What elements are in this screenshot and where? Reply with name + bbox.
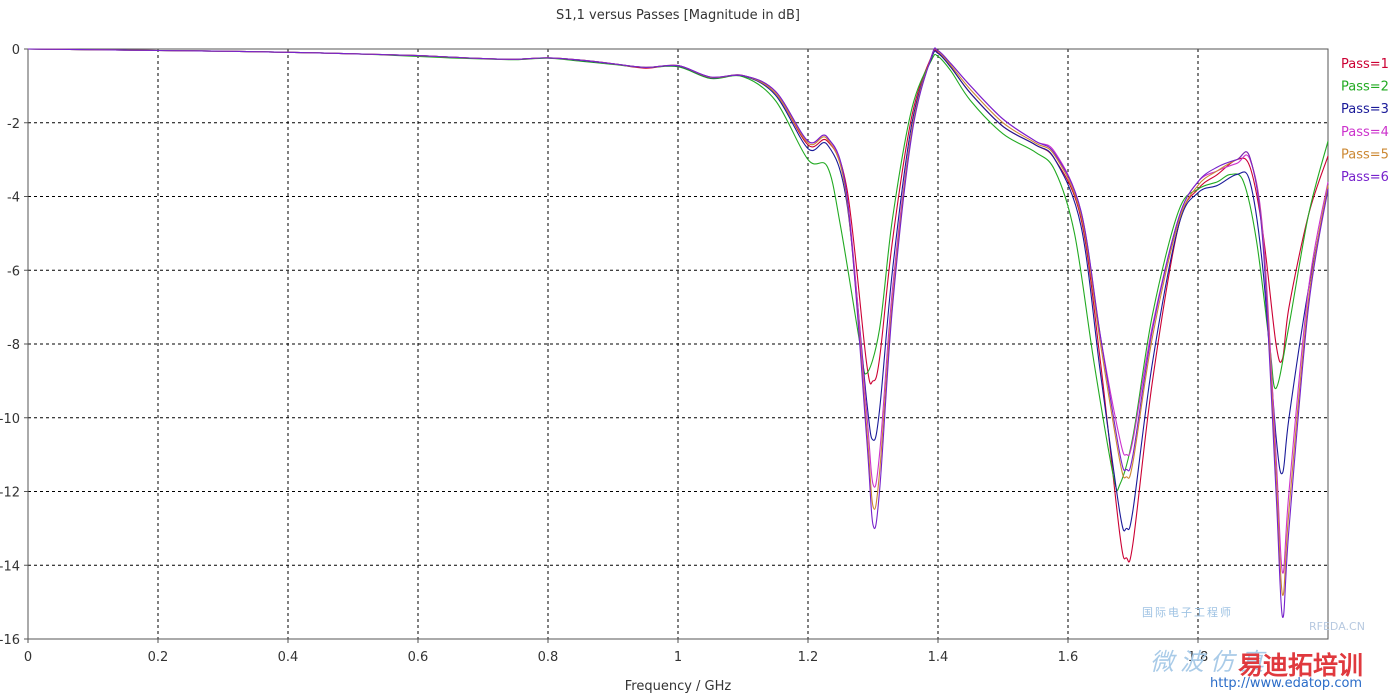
legend-item-pass-1: Pass=1: [1341, 57, 1389, 72]
legend-item-pass-4: Pass=4: [1341, 125, 1389, 140]
series-line-pass-6: [27, 47, 1329, 618]
y-tick-label: -12: [0, 486, 20, 501]
x-tick-label: 1.8: [1188, 650, 1209, 665]
series-lines: [27, 47, 1329, 618]
y-tick-label: -8: [7, 338, 20, 353]
x-tick-label: 0.8: [538, 650, 559, 665]
legend-item-pass-3: Pass=3: [1341, 102, 1389, 117]
legend-item-pass-5: Pass=5: [1341, 147, 1389, 162]
y-tick-label: -16: [0, 633, 20, 648]
x-axis-label: Frequency / GHz: [625, 679, 732, 694]
legend: Pass=1 Pass=2 Pass=3 Pass=4 Pass=5 Pass=6: [1341, 57, 1389, 185]
x-tick-label: 1.6: [1058, 650, 1079, 665]
grid: [28, 49, 1328, 639]
legend-item-pass-6: Pass=6: [1341, 170, 1389, 185]
y-tick-label: -4: [7, 191, 20, 206]
x-tick-label: 1: [674, 650, 682, 665]
x-tick-label: 1.4: [928, 650, 949, 665]
x-tick-label: 0.6: [408, 650, 429, 665]
legend-item-pass-2: Pass=2: [1341, 80, 1389, 95]
y-tick-label: -14: [0, 559, 20, 574]
y-tick-label: -2: [7, 117, 20, 132]
y-tick-label: 0: [12, 43, 20, 58]
x-tick-label: 1.2: [798, 650, 819, 665]
x-tick-label: 0: [24, 650, 32, 665]
x-tick-label: 0.2: [148, 650, 169, 665]
x-tick-label: 0.4: [278, 650, 299, 665]
axes: 0 0.2 0.4 0.6 0.8 1 1.2 1.4 1.6 1.8 0 -2 -4 -6 -8 -10 -1…: [0, 43, 1329, 665]
y-tick-label: -6: [7, 264, 20, 279]
chart-title: S1,1 versus Passes [Magnitude in dB]: [556, 8, 800, 23]
y-tick-label: -10: [0, 412, 20, 427]
